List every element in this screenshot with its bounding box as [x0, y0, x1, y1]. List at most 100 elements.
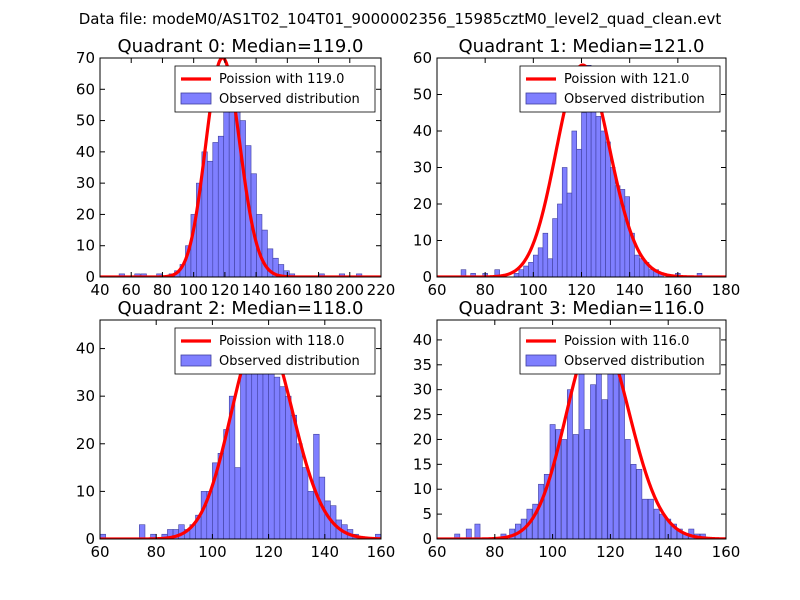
- legend: Poission with 119.0 Observed distribution: [174, 65, 376, 113]
- panel-title: Quadrant 1: Median=121.0: [459, 36, 705, 57]
- histogram-bar: [217, 135, 225, 277]
- histogram-bar: [567, 389, 573, 539]
- x-tick-label: 120: [596, 543, 625, 561]
- histogram-bar: [636, 469, 643, 539]
- y-tick-label: 40: [76, 340, 95, 358]
- histogram-bar: [200, 491, 208, 539]
- y-tick-label: 15: [413, 455, 432, 473]
- histogram-bar: [240, 372, 247, 539]
- histogram-bar: [571, 130, 577, 277]
- histogram-bar: [228, 88, 235, 277]
- histogram-bar: [542, 232, 549, 277]
- legend-label-observed: Observed distribution: [219, 354, 360, 369]
- histogram-bar: [290, 414, 297, 539]
- histogram-bar: [100, 533, 106, 539]
- histogram-bar: [613, 364, 620, 539]
- legend-label-observed: Observed distribution: [219, 92, 360, 107]
- x-tick-label: 80: [485, 543, 504, 561]
- subplot-quadrant-0: Quadrant 0: Median=119.040 60 80 100 120 140 1…: [76, 36, 395, 299]
- histogram-bar: [607, 369, 614, 539]
- y-tick-label: 10: [76, 237, 95, 255]
- x-tick-label: 60: [122, 281, 141, 299]
- histogram-bar: [595, 354, 602, 539]
- legend: Poission with 118.0 Observed distribution: [174, 327, 376, 375]
- axes-frame: [99, 57, 382, 278]
- histogram-bar: [465, 528, 472, 539]
- x-tick-label: 60: [427, 543, 446, 561]
- histogram-bar: [257, 357, 264, 539]
- x-tick-label: 120: [254, 543, 283, 561]
- histogram-bar: [245, 367, 253, 539]
- y-tick-label: 0: [422, 268, 432, 286]
- histogram-bar: [261, 229, 268, 277]
- histogram-bar: [139, 524, 146, 539]
- x-tick-label: 160: [664, 281, 693, 299]
- y-tick-label: 60: [76, 80, 95, 98]
- x-tick-label: 100: [179, 281, 208, 299]
- subplot-quadrant-2: Quadrant 2: Median=118.060 80 100 120 140 160…: [76, 298, 395, 561]
- x-tick-label: 60: [427, 281, 446, 299]
- y-tick-label: 40: [76, 143, 95, 161]
- legend-bar-swatch: [525, 354, 557, 367]
- histogram-bar: [212, 142, 219, 277]
- histogram-bar: [285, 395, 292, 539]
- legend-label-fit: Poission with 121.0: [564, 72, 689, 87]
- figure-title: Data file: modeM0/AS1T02_104T01_90000023…: [79, 10, 722, 29]
- histogram-bar: [642, 498, 648, 539]
- histogram-bar: [566, 192, 573, 277]
- histogram-bar: [552, 218, 558, 277]
- histogram-bar: [549, 424, 556, 539]
- y-tick-label: 20: [76, 205, 95, 223]
- histogram-bar: [590, 86, 597, 277]
- x-tick-label: 60: [90, 543, 109, 561]
- x-tick-label: 140: [615, 281, 644, 299]
- histogram-bar: [262, 348, 269, 539]
- y-tick-label: 0: [422, 530, 432, 548]
- histogram-bar: [251, 348, 258, 539]
- legend-label-observed: Observed distribution: [564, 92, 705, 107]
- histogram-bar: [630, 464, 637, 539]
- histogram-bar: [555, 429, 562, 539]
- histogram-bar: [296, 443, 303, 539]
- y-tick-label: 50: [413, 86, 432, 104]
- x-tick-label: 80: [476, 281, 495, 299]
- histogram-bars: [454, 349, 706, 539]
- histogram-bar: [234, 467, 241, 539]
- histogram-bar: [653, 508, 660, 539]
- x-tick-label: 140: [654, 543, 683, 561]
- histogram-bar: [600, 130, 606, 277]
- histogram-bar: [537, 247, 544, 277]
- histogram-bar: [268, 362, 275, 539]
- histogram-bar: [605, 141, 611, 277]
- legend-label-fit: Poission with 118.0: [219, 334, 344, 349]
- histogram-bar: [547, 258, 553, 277]
- y-tick-label: 70: [76, 49, 95, 67]
- y-tick-label: 20: [76, 435, 95, 453]
- x-tick-label: 120: [567, 281, 596, 299]
- x-tick-label: 100: [538, 543, 567, 561]
- y-tick-label: 0: [85, 268, 95, 286]
- x-tick-label: 160: [367, 543, 396, 561]
- histogram-bar: [576, 148, 582, 277]
- histogram-bar: [528, 262, 534, 277]
- histogram-bar: [561, 167, 568, 277]
- histogram-bar: [533, 254, 539, 277]
- y-tick-label: 25: [413, 406, 432, 424]
- legend: Poission with 121.0 Observed distribution: [519, 65, 721, 113]
- x-tick-label: 160: [273, 281, 302, 299]
- x-tick-label: 80: [153, 281, 172, 299]
- histogram-bar: [494, 269, 500, 277]
- histogram-bar: [302, 467, 309, 539]
- histogram-bar: [273, 376, 281, 539]
- subplot-grid: Quadrant 0: Median=119.040 60 80 100 120 140 1…: [76, 36, 740, 561]
- legend-label-fit: Poission with 119.0: [219, 72, 344, 87]
- y-tick-label: 10: [413, 232, 432, 250]
- subplot-quadrant-3: Quadrant 3: Median=116.060 80 100 120 140 160…: [413, 298, 740, 561]
- y-tick-label: 50: [76, 112, 95, 130]
- legend: Poission with 116.0 Observed distribution: [519, 327, 721, 375]
- histogram-bar: [647, 498, 654, 539]
- x-tick-label: 80: [147, 543, 166, 561]
- x-tick-label: 160: [712, 543, 741, 561]
- histogram-bar: [561, 439, 568, 539]
